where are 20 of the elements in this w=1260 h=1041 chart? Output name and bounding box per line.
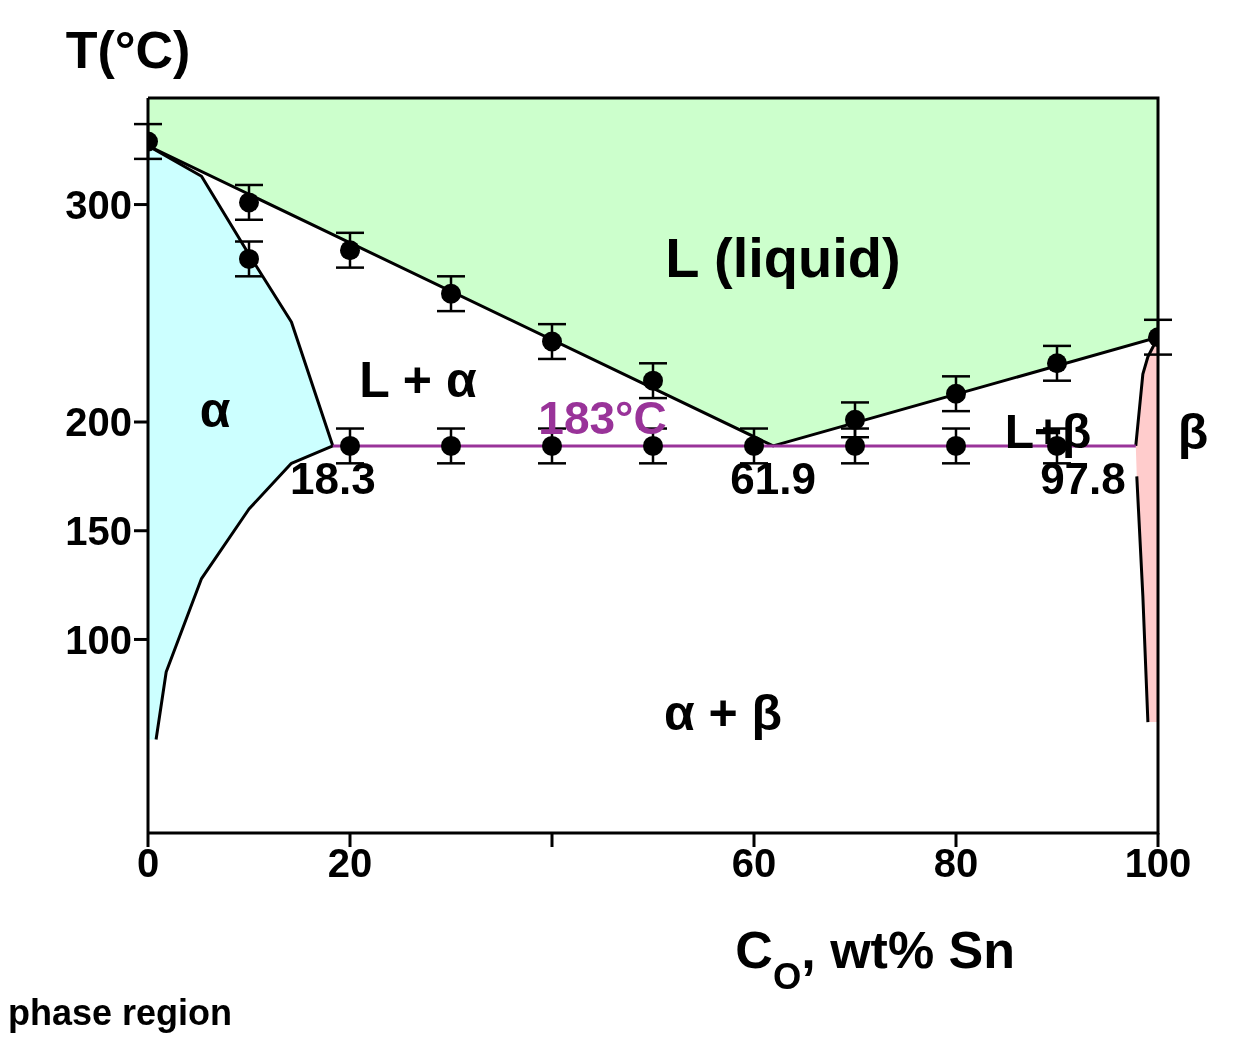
- x-tick-label: 80: [933, 841, 979, 886]
- annotation: 183°C: [538, 391, 667, 444]
- annotation: α: [199, 381, 231, 438]
- x-tick-label: 20: [327, 841, 373, 886]
- x-tick-label: 0: [136, 841, 160, 886]
- annotation: 61.9: [730, 453, 817, 503]
- text: phase region: [8, 992, 233, 1034]
- annotation: α + β: [663, 684, 783, 741]
- annotation: L (liquid): [665, 226, 901, 290]
- y-tick-label: 150: [65, 508, 132, 553]
- x-tick-label: 100: [1124, 841, 1192, 886]
- text: β: [1177, 403, 1209, 460]
- annotation: L + α: [359, 351, 477, 408]
- x-axis-title: C$_{O}$, wt% Sn: [735, 921, 1016, 997]
- x-tick-label: 60: [731, 841, 777, 886]
- y-tick-label: 200: [65, 400, 132, 445]
- annotation: 18.3: [290, 453, 376, 503]
- y-axis-title: T(°C): [65, 21, 191, 79]
- y-tick-label: 100: [65, 617, 132, 662]
- y-tick-label: 300: [65, 182, 132, 227]
